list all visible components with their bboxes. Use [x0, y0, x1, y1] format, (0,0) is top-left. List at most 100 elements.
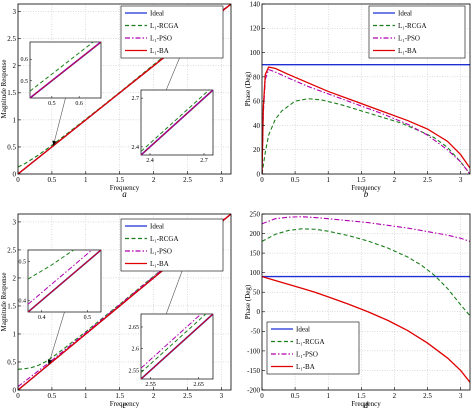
x-tick-label: 2.5 [423, 392, 432, 400]
x-axis-label: Frequency [351, 184, 381, 192]
zoom-arrow [52, 97, 66, 146]
inset-y-tick-label: 0.4 [19, 298, 27, 304]
y-axis-label: Magnitude Response [0, 60, 8, 119]
series-line-lrcga [262, 98, 470, 174]
x-tick-label: 0.5 [291, 176, 300, 184]
legend-box [120, 218, 224, 272]
inset-y-tick-label: 2.4 [132, 145, 140, 151]
legend-label: L₁-RCGA [150, 22, 179, 30]
x-tick-label: 0.5 [48, 176, 57, 184]
y-tick-label: 3 [13, 8, 17, 16]
zoom-arrow-head [52, 140, 57, 146]
y-tick-label: 2 [13, 274, 17, 282]
y-tick-label: 2.5 [7, 35, 16, 43]
y-tick-label: 3 [13, 218, 17, 226]
inset-x-tick-label: 0.6 [75, 101, 83, 107]
inset-rcga-line [30, 42, 95, 92]
axes-frame [17, 213, 232, 391]
chart-panel-c: 0 0.5 1 1.5 2 2.5 3 0 0.5 1 1.5 2 2.5 3 Frequency Magni… [0, 213, 232, 410]
axes-frame [17, 3, 232, 175]
inset-ba-line [28, 250, 101, 312]
zoom-arrow-head [47, 359, 53, 365]
y-tick-label: 0 [13, 386, 17, 394]
x-tick-label: 0 [16, 392, 20, 400]
panel-label: c [123, 400, 127, 410]
x-tick-label: 2.5 [183, 176, 192, 184]
panel-label: a [122, 189, 127, 199]
x-axis-label: Frequency [110, 400, 140, 408]
series-line-lpso [262, 68, 470, 174]
inset-series [30, 42, 101, 98]
inset-pso-line [30, 42, 101, 98]
inset-rcga-line [141, 314, 207, 373]
y-axis-label: Phase (Deg) [244, 71, 252, 106]
y-tick-label: 200 [250, 230, 261, 238]
inset-x-tick-label: 2.55 [145, 382, 156, 388]
inset-pso-line [141, 314, 202, 369]
legend-label: L₁-BA [150, 260, 169, 268]
y-tick-label: 1 [13, 116, 17, 124]
y-tick-label: 40 [253, 122, 261, 130]
inset-series [141, 90, 213, 155]
x-tick-label: 0 [260, 392, 264, 400]
chart-panel-a: 0 0.5 1 1.5 2 2.5 3 0 0.5 1 1.5 2 2.5 3 Frequency Magni… [0, 3, 232, 199]
inset-y-tick-label: 2.65 [129, 325, 140, 331]
axes-frame [261, 3, 471, 175]
inset-1: 2.4 2.7 2.4 2.7 [132, 89, 214, 164]
y-tick-label: -200 [247, 386, 260, 394]
x-tick-label: 3 [220, 176, 224, 184]
inset-y-tick-label: 0.5 [21, 79, 29, 85]
zoom-arrow [47, 311, 65, 365]
x-tick-label: 1 [326, 392, 330, 400]
x-tick-label: 3 [459, 392, 463, 400]
y-tick-label: 0 [257, 308, 261, 316]
axes-frame [261, 213, 471, 391]
y-axis-label: Phase (Deg) [244, 284, 252, 319]
inset-x-tick-label: 0.5 [84, 315, 92, 321]
inset-1: 2.55 2.65 2.55 2.6 2.65 [129, 313, 214, 388]
panel-label: b [364, 189, 369, 199]
y-tick-label: -50 [251, 328, 261, 336]
inset-rcga-line [28, 250, 75, 280]
series-group [262, 64, 470, 174]
y-tick-label: 0 [13, 170, 17, 178]
legend-label: L₁-RCGA [296, 338, 325, 346]
legend: Ideal L₁-RCGA L₁-PSO L₁-BA [120, 218, 224, 272]
y-tick-label: 2.5 [7, 246, 16, 254]
inset-x-tick-label: 2.4 [146, 158, 154, 164]
legend-box [120, 5, 224, 59]
y-tick-label: 2 [13, 62, 17, 70]
x-tick-label: 1.5 [357, 176, 366, 184]
legend-box [368, 5, 466, 59]
y-tick-label: 140 [250, 0, 261, 8]
y-tick-label: 0 [257, 170, 261, 178]
inset-0: 0.5 0.6 0.5 0.6 [21, 41, 102, 107]
inset-y-tick-label: 0.6 [21, 57, 29, 63]
zoom-arrow-line [48, 311, 65, 365]
legend: Ideal L₁-RCGA L₁-PSO L₁-BA [266, 321, 360, 375]
legend: Ideal L₁-RCGA L₁-PSO L₁-BA [368, 5, 466, 59]
y-tick-label: 60 [253, 98, 261, 106]
inset-x-tick-label: 0.4 [38, 315, 46, 321]
inset-series [28, 250, 101, 312]
legend-label: Ideal [398, 10, 412, 18]
y-tick-label: 1.5 [7, 302, 16, 310]
x-tick-label: 1.5 [115, 392, 124, 400]
x-tick-label: 0.5 [291, 392, 300, 400]
y-tick-label: 120 [250, 25, 261, 33]
x-tick-label: 1 [326, 176, 330, 184]
x-tick-label: 1 [84, 176, 88, 184]
inset-y-tick-label: 0.5 [19, 260, 27, 266]
y-tick-label: -100 [247, 347, 260, 355]
x-tick-label: 2.5 [423, 176, 432, 184]
series-line-lpso [262, 216, 470, 242]
legend-label: Ideal [150, 223, 164, 231]
y-tick-label: 1.5 [7, 89, 16, 97]
inset-y-tick-label: 2.55 [129, 368, 140, 374]
x-tick-label: 3 [459, 176, 463, 184]
y-tick-label: 100 [250, 269, 261, 277]
x-tick-label: 0 [16, 176, 20, 184]
x-tick-label: 2 [393, 392, 397, 400]
y-axis-label: Magnitude Response [0, 273, 8, 332]
